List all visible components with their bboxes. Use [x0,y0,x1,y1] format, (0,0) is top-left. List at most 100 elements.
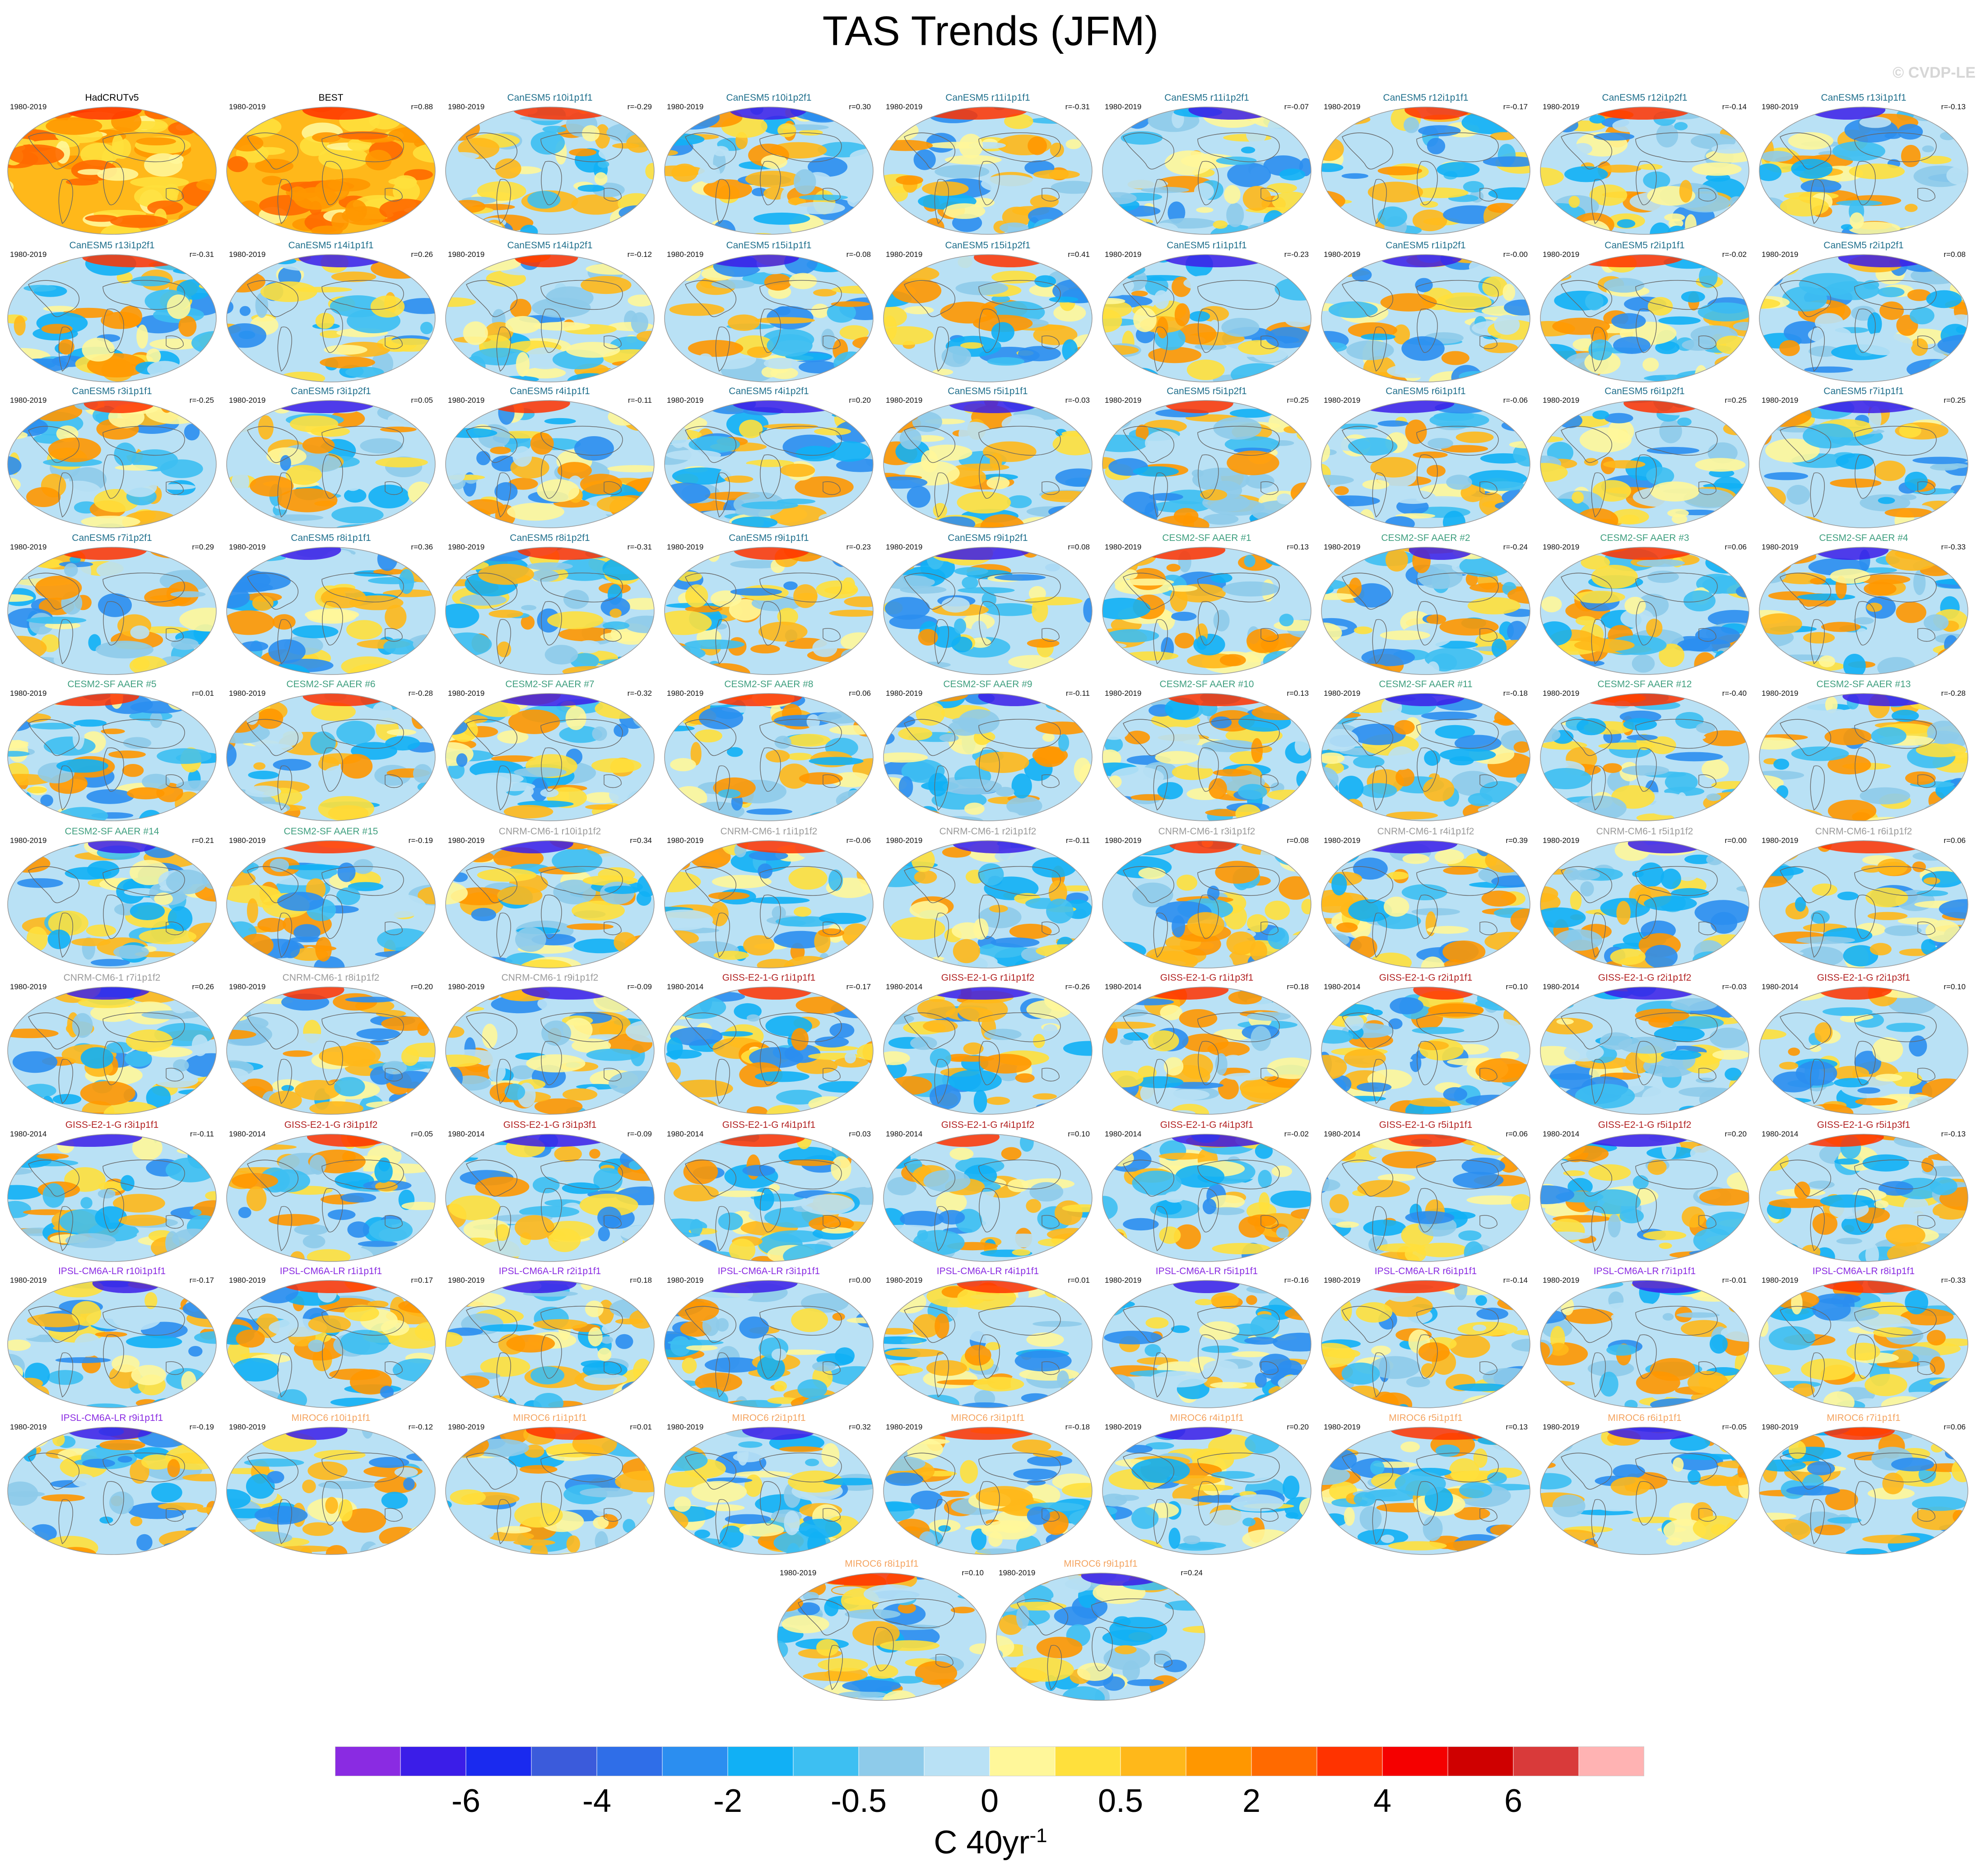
coastline [466,866,623,958]
map-panel: MIROC6 r1i1p1f1 1980-2019 r=0.01 [442,1412,658,1561]
map-panel: CanESM5 r12i1p2f1 1980-2019 r=-0.14 [1536,92,1753,241]
colorbar-tick-label: 0 [981,1783,999,1819]
coastline [1780,132,1937,224]
map-panel: CESM2-SF AAER #10 1980-2019 r=0.13 [1098,678,1315,827]
map-panel: CESM2-SF AAER #11 1980-2019 r=-0.18 [1317,678,1534,827]
coastline [247,132,404,224]
map-panel: CESM2-SF AAER #8 1980-2019 r=0.06 [660,678,877,827]
panel-period: 1980-2019 [10,102,47,111]
trend-map [1759,1134,1968,1262]
trend-map [1102,840,1311,968]
map-panel: CanESM5 r8i1p2f1 1980-2019 r=-0.31 [442,532,658,681]
panel-correlation: r=0.41 [1068,250,1090,259]
panel-period: 1980-2019 [1543,396,1580,405]
panel-title: CNRM-CM6-1 r2i1p1f2 [939,826,1037,837]
colorbar-tick-label: 0.5 [1098,1783,1143,1819]
trend-map [226,254,436,382]
coastline [685,1306,842,1398]
panel-correlation: r=0.36 [411,543,433,551]
panel-correlation: r=-0.01 [1722,1276,1747,1285]
map-panel: CanESM5 r13i1p1f1 1980-2019 r=-0.13 [1755,92,1972,241]
panel-correlation: r=-0.19 [189,1423,214,1431]
trend-map [1321,1427,1530,1555]
panel-period: 1980-2014 [10,1130,47,1138]
panel-title: CNRM-CM6-1 r1i1p1f2 [720,826,818,837]
coastline [1342,866,1499,958]
panel-period: 1980-2019 [1762,102,1799,111]
panel-title: CanESM5 r5i1p1f1 [948,386,1028,396]
colorbar-tick-label: 6 [1504,1783,1522,1819]
panel-correlation: r=0.88 [411,102,433,111]
coastline [1123,132,1280,224]
panel-period: 1980-2014 [1105,982,1142,991]
panel-title: CanESM5 r15i1p1f1 [726,240,812,251]
trend-map [664,693,874,821]
map-panel: CanESM5 r10i1p1f1 1980-2019 r=-0.29 [442,92,658,241]
panel-period: 1980-2019 [448,543,485,551]
panel-title: CNRM-CM6-1 r3i1p1f2 [1158,826,1256,837]
coastline [28,1012,185,1104]
panel-period: 1980-2019 [1324,836,1361,845]
map-panel: MIROC6 r6i1p1f1 1980-2019 r=-0.05 [1536,1412,1753,1561]
trend-map [664,400,874,528]
map-panel: MIROC6 r5i1p1f1 1980-2019 r=0.13 [1317,1412,1534,1561]
panel-title: CanESM5 r8i1p1f1 [291,533,371,543]
trend-map [883,693,1093,821]
panel-correlation: r=0.00 [849,1276,871,1285]
coastline [1780,280,1937,372]
coastline [247,1306,404,1398]
panel-period: 1980-2019 [10,396,47,405]
map-panel: CanESM5 r8i1p1f1 1980-2019 r=0.36 [223,532,439,681]
panel-title: IPSL-CM6A-LR r3i1p1f1 [717,1266,820,1276]
panel-correlation: r=0.06 [849,689,871,698]
panel-title: GISS-E2-1-G r3i1p1f1 [65,1120,159,1130]
trend-map [7,1280,217,1408]
trend-map [664,1280,874,1408]
map-panel: CESM2-SF AAER #13 1980-2019 r=-0.28 [1755,678,1972,827]
panel-title: CNRM-CM6-1 r9i1p1f2 [501,973,599,983]
panel-title: CESM2-SF AAER #10 [1159,679,1254,689]
panel-correlation: r=-0.03 [1065,396,1090,405]
colorbar-swatch [1513,1746,1579,1777]
panel-title: MIROC6 r9i1p1f1 [1064,1559,1138,1569]
panel-correlation: r=-0.33 [1941,543,1966,551]
panel-title: CanESM5 r11i1p2f1 [1164,93,1249,103]
panel-period: 1980-2019 [1105,1276,1142,1285]
panel-correlation: r=-0.11 [1065,689,1090,698]
panel-title: CESM2-SF AAER #2 [1381,533,1470,543]
coastline [1342,1452,1499,1545]
panel-title: CanESM5 r12i1p2f1 [1602,93,1688,103]
map-panel: GISS-E2-1-G r4i1p3f1 1980-2014 r=-0.02 [1098,1119,1315,1268]
panel-title: GISS-E2-1-G r5i1p3f1 [1817,1120,1911,1130]
panel-title: CanESM5 r13i1p1f1 [1821,93,1907,103]
panel-period: 1980-2019 [1324,1276,1361,1285]
panel-title: CanESM5 r9i1p1f1 [729,533,809,543]
panel-correlation: r=-0.18 [1503,689,1528,698]
coastline [247,1452,404,1545]
colorbar-tick-label: 2 [1242,1783,1260,1819]
map-panel: HadCRUTv5 1980-2019 [4,92,220,241]
panel-title: CESM2-SF AAER #7 [505,679,595,689]
colorbar-swatch [1316,1746,1383,1777]
panel-title: CanESM5 r6i1p2f1 [1604,386,1685,396]
colorbar-units: C 40yr-1 [0,1824,1981,1861]
panel-correlation: r=0.00 [1725,836,1747,845]
panel-title: CanESM5 r7i1p2f1 [72,533,152,543]
panel-period: 1980-2019 [667,1276,704,1285]
panel-period: 1980-2014 [886,982,923,991]
colorbar-swatch [400,1746,466,1777]
map-panel: GISS-E2-1-G r4i1p1f2 1980-2014 r=0.10 [879,1119,1096,1268]
panel-title: MIROC6 r1i1p1f1 [513,1413,587,1423]
panel-title: IPSL-CM6A-LR r6i1p1f1 [1374,1266,1477,1276]
map-panel: CESM2-SF AAER #9 1980-2019 r=-0.11 [879,678,1096,827]
coastline [247,719,404,811]
map-panel: MIROC6 r9i1p1f1 1980-2019 r=0.24 [992,1558,1209,1707]
coastline [904,1306,1061,1398]
map-panel: GISS-E2-1-G r1i1p3f1 1980-2014 r=0.18 [1098,972,1315,1121]
colorbar-swatch [1578,1746,1645,1777]
map-panel: CNRM-CM6-1 r5i1p1f2 1980-2019 r=0.00 [1536,825,1753,974]
panel-period: 1980-2019 [448,982,485,991]
panel-title: CanESM5 r10i1p2f1 [726,93,812,103]
panel-correlation: r=0.10 [962,1569,984,1577]
panel-correlation: r=-0.09 [627,1130,652,1138]
